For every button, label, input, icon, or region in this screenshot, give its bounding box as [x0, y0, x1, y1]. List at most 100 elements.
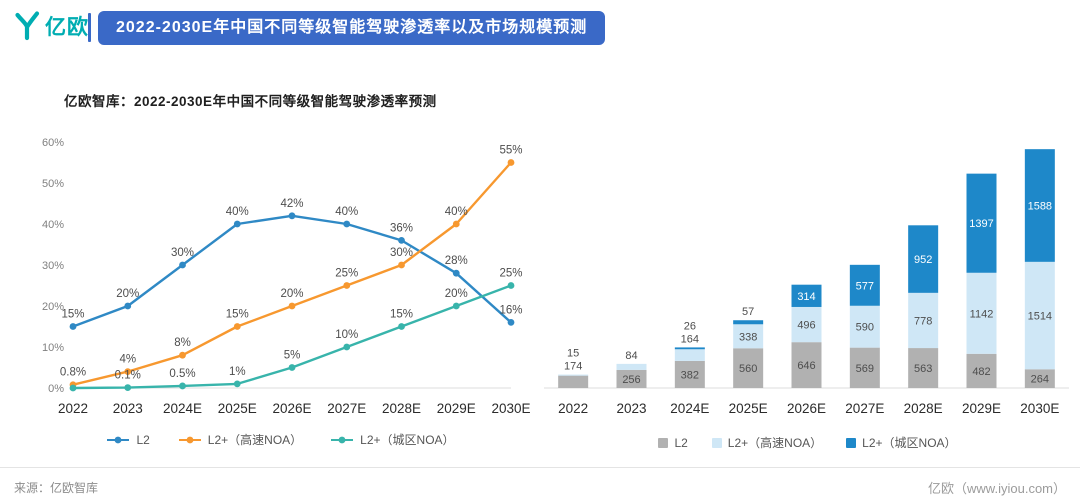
svg-text:15%: 15% [226, 309, 249, 321]
svg-text:30%: 30% [390, 247, 413, 259]
svg-text:2025E: 2025E [729, 401, 768, 416]
svg-text:577: 577 [856, 280, 874, 292]
svg-text:2030E: 2030E [1020, 401, 1059, 416]
svg-text:40%: 40% [445, 206, 468, 218]
svg-text:16%: 16% [499, 304, 522, 316]
svg-text:646: 646 [797, 360, 815, 372]
svg-text:264: 264 [1031, 374, 1049, 386]
svg-text:2023: 2023 [113, 401, 143, 416]
legend-item: L2+（高速NOA） [178, 431, 302, 448]
svg-text:2022: 2022 [58, 401, 88, 416]
svg-text:0.1%: 0.1% [115, 370, 141, 382]
svg-text:2027E: 2027E [845, 401, 884, 416]
svg-text:28%: 28% [445, 255, 468, 267]
svg-text:50%: 50% [42, 178, 64, 190]
legend-item: L2+（城区NOA） [330, 431, 455, 448]
legend-line-marker [178, 436, 201, 443]
svg-text:496: 496 [797, 320, 815, 332]
svg-text:15: 15 [567, 348, 579, 360]
svg-text:26: 26 [684, 320, 696, 332]
svg-text:2024E: 2024E [163, 401, 202, 416]
legend-label: L2+（城区NOA） [360, 433, 455, 447]
svg-text:569: 569 [856, 363, 874, 375]
svg-text:30%: 30% [42, 260, 64, 272]
svg-text:563: 563 [914, 363, 932, 375]
line-chart-title: 亿欧智库：2022-2030E年中国不同等级智能驾驶渗透率预测 [64, 94, 437, 109]
svg-text:338: 338 [739, 331, 757, 343]
svg-text:382: 382 [681, 369, 699, 381]
svg-text:20%: 20% [445, 288, 468, 300]
svg-text:40%: 40% [335, 206, 358, 218]
svg-text:174: 174 [564, 361, 582, 373]
svg-text:4%: 4% [119, 354, 136, 366]
legend-label: L2+（高速NOA） [207, 433, 303, 447]
svg-text:60%: 60% [42, 137, 64, 149]
svg-text:5%: 5% [284, 350, 301, 362]
svg-text:20%: 20% [116, 288, 139, 300]
svg-text:1588: 1588 [1028, 201, 1052, 213]
svg-text:2025E: 2025E [218, 401, 257, 416]
line-chart-legend: L2 L2+（高速NOA） L2+（城区NOA） [28, 431, 533, 448]
legend-item: L2 [106, 432, 150, 447]
svg-text:2023: 2023 [616, 401, 646, 416]
legend-label: L2 [136, 432, 150, 447]
svg-text:25%: 25% [335, 268, 358, 280]
svg-text:1%: 1% [229, 366, 246, 378]
svg-text:2028E: 2028E [382, 401, 421, 416]
svg-text:314: 314 [797, 291, 815, 303]
svg-text:590: 590 [856, 322, 874, 334]
svg-text:40%: 40% [42, 219, 64, 231]
legend-item: L2+（高速NOA） [711, 434, 823, 451]
line-chart-svg: 0% 10% 20% 30% 40% 50% 60% 2022 2023 2024E 2025E 20… [42, 137, 531, 416]
svg-text:2026E: 2026E [272, 401, 311, 416]
svg-text:84: 84 [625, 350, 637, 362]
title-divider [88, 13, 91, 42]
svg-text:2027E: 2027E [327, 401, 366, 416]
svg-text:25%: 25% [499, 268, 522, 280]
svg-text:482: 482 [972, 366, 990, 378]
legend-item: L2 [658, 435, 688, 450]
svg-text:10%: 10% [42, 342, 64, 354]
svg-text:20%: 20% [42, 301, 64, 313]
penetration-line-chart: 0% 10% 20% 30% 40% 50% 60% 2022 2023 2024E 2025E 20… [28, 126, 533, 428]
svg-text:2028E: 2028E [904, 401, 943, 416]
legend-label: L2+（高速NOA） [727, 436, 823, 450]
logo-text: 亿欧 [45, 16, 89, 39]
svg-text:0.8%: 0.8% [60, 367, 86, 379]
svg-text:164: 164 [681, 333, 699, 345]
svg-text:0.5%: 0.5% [169, 368, 195, 380]
svg-text:2024E: 2024E [670, 401, 709, 416]
market-size-bar-chart: 2022 174 15 2023 256 84 2024E 382 164 26 2025E 560 3… [540, 126, 1075, 428]
source-note: 来源：亿欧智库 [14, 481, 99, 495]
yiou-logo: 亿欧 [14, 11, 89, 41]
legend-square-marker [711, 437, 722, 448]
svg-text:15%: 15% [390, 309, 413, 321]
svg-text:2030E: 2030E [491, 401, 530, 416]
svg-text:10%: 10% [335, 329, 358, 341]
svg-text:42%: 42% [280, 198, 303, 210]
legend-label: L2+（城区NOA） [862, 436, 957, 450]
svg-text:1514: 1514 [1028, 311, 1052, 323]
svg-text:778: 778 [914, 315, 932, 327]
svg-text:1142: 1142 [970, 308, 994, 320]
footer-divider [0, 467, 1080, 468]
site-credit: 亿欧（www.iyiou.com） [928, 481, 1066, 496]
svg-text:952: 952 [914, 254, 932, 266]
page-title: 2022-2030E年中国不同等级智能驾驶渗透率以及市场规模预测 [98, 11, 606, 45]
legend-label: L2 [674, 435, 688, 450]
legend-line-marker [331, 436, 354, 443]
svg-text:20%: 20% [280, 288, 303, 300]
svg-text:8%: 8% [174, 337, 191, 349]
svg-text:15%: 15% [61, 309, 84, 321]
svg-text:2022: 2022 [558, 401, 588, 416]
legend-square-marker [846, 437, 857, 448]
yiou-logo-icon [15, 11, 40, 41]
svg-text:55%: 55% [499, 145, 522, 157]
legend-item: L2+（城区NOA） [846, 434, 957, 451]
svg-text:57: 57 [742, 306, 754, 318]
svg-text:2026E: 2026E [787, 401, 826, 416]
legend-square-marker [658, 437, 669, 448]
svg-text:40%: 40% [226, 206, 249, 218]
